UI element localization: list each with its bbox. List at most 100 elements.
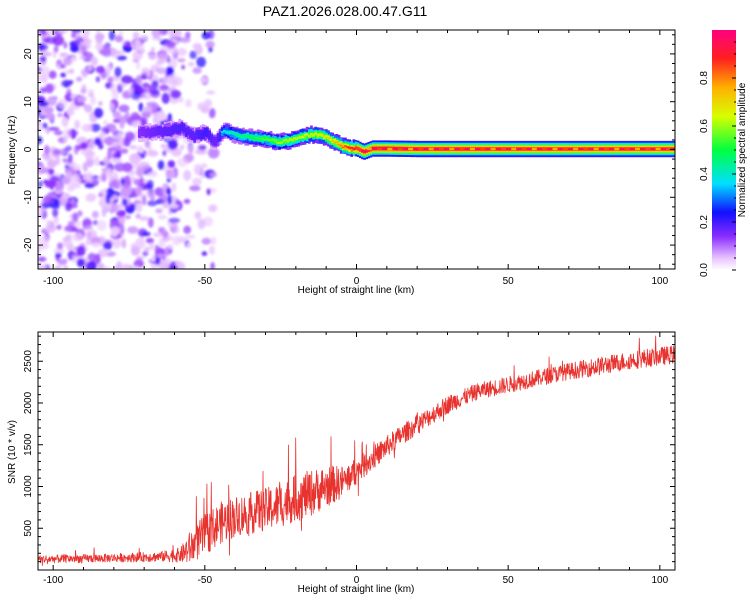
- spectrogram-noise-blob: [175, 261, 183, 267]
- spectrogram-noise-blob: [102, 202, 114, 213]
- spectrogram-ridge-cell: [598, 148, 602, 150]
- spectrogram-noise-blob: [209, 172, 218, 177]
- colorbar-label: Normalized spectral amplitude: [737, 82, 748, 217]
- spectrogram-noise-blob: [47, 126, 60, 131]
- spectrogram-ridge-cell: [422, 148, 426, 150]
- spectrogram-noise-blob: [92, 220, 99, 226]
- spectrogram-noise-blob: [69, 68, 75, 74]
- spectrogram-ridge-peak: [552, 147, 558, 151]
- spectrogram-ridge-peak: [624, 147, 630, 151]
- spectrogram-ridge-peak: [655, 147, 661, 151]
- spectrogram-noise-blob: [39, 56, 47, 62]
- spectrogram-ridge-cell: [233, 132, 237, 135]
- spectrogram-ridge-cell: [191, 131, 194, 141]
- spectrogram-noise-blob: [152, 232, 163, 237]
- spectrogram-noise-blob: [119, 119, 125, 130]
- spectrogram-noise-blob: [199, 144, 207, 151]
- spectrogram-noise-blob: [72, 232, 84, 242]
- spectrogram-ridge-peak: [521, 147, 527, 151]
- spectrogram-noise-blob: [141, 110, 152, 118]
- spectrogram-ridge-cell: [282, 139, 286, 142]
- spectrogram-noise-blob: [63, 41, 68, 49]
- spectrogram-noise-blob: [147, 150, 159, 157]
- spectrogram-noise-blob: [175, 200, 183, 211]
- spectrogram-noise-blob: [201, 237, 212, 245]
- chart-title: PAZ1.2026.028.00.47.G11: [263, 3, 428, 19]
- spectrogram-ridge-peak: [635, 147, 640, 151]
- spectrogram-noise-blob: [139, 75, 148, 80]
- spectrogram-x-tick-label: 100: [651, 276, 668, 287]
- spectrogram-noise-blob: [38, 121, 42, 125]
- spectrogram-ridge-cell: [416, 148, 419, 150]
- spectrogram-ridge-cell: [341, 143, 345, 148]
- spectrogram-ridge-cell: [254, 137, 258, 142]
- colorbar-tick-label: 0.8: [699, 71, 710, 85]
- spectrogram-noise-blob: [145, 237, 155, 244]
- spectrogram-noise-blob: [66, 107, 75, 116]
- spectrogram-noise-blob: [208, 204, 218, 213]
- spectrogram-noise-blob: [202, 216, 214, 227]
- spectrogram-noise-blob: [120, 148, 129, 154]
- spectrogram-ridge-cell: [276, 138, 279, 143]
- spectrogram-noise-blob: [195, 149, 207, 155]
- spectrogram-noise-blob: [111, 49, 120, 59]
- spectrogram-noise-blob: [85, 261, 97, 269]
- spectrogram-noise-blob: [179, 144, 185, 150]
- spectrogram-noise-blob: [55, 252, 62, 259]
- spectrogram-ridge-peak: [614, 147, 620, 151]
- spectrogram-noise-blob: [186, 242, 192, 248]
- spectrogram-noise-blob: [200, 173, 206, 179]
- spectrogram-ridge-cell: [293, 137, 296, 142]
- spectrogram-ridge-cell: [161, 127, 165, 137]
- spectrogram-ridge-cell: [632, 148, 636, 150]
- spectrogram-noise-blob: [92, 179, 99, 185]
- spectrogram-noise-blob: [150, 47, 156, 52]
- spectrogram-ridge-cell: [203, 127, 207, 137]
- spectrogram-ridge-cell: [305, 133, 309, 136]
- spectrogram-noise-blob: [70, 41, 77, 49]
- spectrogram-noise-blob: [132, 58, 140, 63]
- spectrogram-ridge-cell: [339, 144, 343, 147]
- spectrogram-noise-blob: [98, 144, 104, 150]
- spectrogram-noise-blob: [151, 30, 162, 38]
- spectrogram-noise-blob: [167, 139, 178, 150]
- spectrogram-noise-blob: [46, 159, 57, 169]
- spectrogram-ridge-cell: [269, 139, 273, 141]
- spectrogram-noise-blob: [166, 187, 172, 195]
- spectrogram-ridge-cell: [288, 138, 292, 141]
- spectrogram-noise-blob: [53, 130, 63, 136]
- spectrogram-noise-blob: [121, 198, 128, 206]
- spectrogram-noise-blob: [79, 55, 85, 60]
- spectrogram-ridge-cell: [278, 142, 281, 144]
- spectrogram-noise-blob: [39, 87, 47, 94]
- spectrogram-ridge-cell: [199, 130, 203, 140]
- spectrogram-noise-blob: [38, 180, 43, 188]
- spectrogram-ridge-cell: [620, 148, 623, 150]
- spectrogram-noise-blob: [70, 57, 77, 62]
- spectrogram-noise-blob: [91, 242, 100, 248]
- spectrogram-noise-blob: [111, 158, 123, 164]
- spectrogram-ridge-cell: [157, 125, 160, 135]
- spectrogram-ridge-peak: [531, 147, 537, 151]
- spectrogram-noise-blob: [65, 202, 72, 212]
- spectrogram-noise-blob: [141, 231, 151, 237]
- spectrogram-noise-blob: [162, 150, 167, 157]
- snr-y-tick-label: 2500: [23, 350, 34, 373]
- spectrogram-noise-blob: [91, 210, 99, 219]
- spectrogram-ridge-peak: [397, 147, 403, 151]
- spectrogram-ridge-cell: [456, 148, 460, 150]
- spectrogram-ridge-cell: [146, 127, 150, 137]
- spectrogram-noise-blob: [118, 30, 124, 36]
- spectrogram-noise-blob: [208, 47, 213, 53]
- spectrogram-ridge-cell: [223, 130, 226, 132]
- spectrogram-noise-blob: [95, 253, 101, 264]
- spectrogram-noise-blob: [132, 31, 140, 39]
- spectrogram-noise-blob: [116, 55, 127, 61]
- spectrogram-ridge-cell: [159, 126, 162, 136]
- spectrogram-y-tick-label: -20: [23, 237, 34, 252]
- spectrogram-noise-blob: [144, 138, 150, 149]
- spectrogram-ridge-cell: [322, 135, 326, 140]
- spectrogram-noise-blob: [110, 83, 117, 93]
- spectrogram-noise-blob: [193, 164, 202, 175]
